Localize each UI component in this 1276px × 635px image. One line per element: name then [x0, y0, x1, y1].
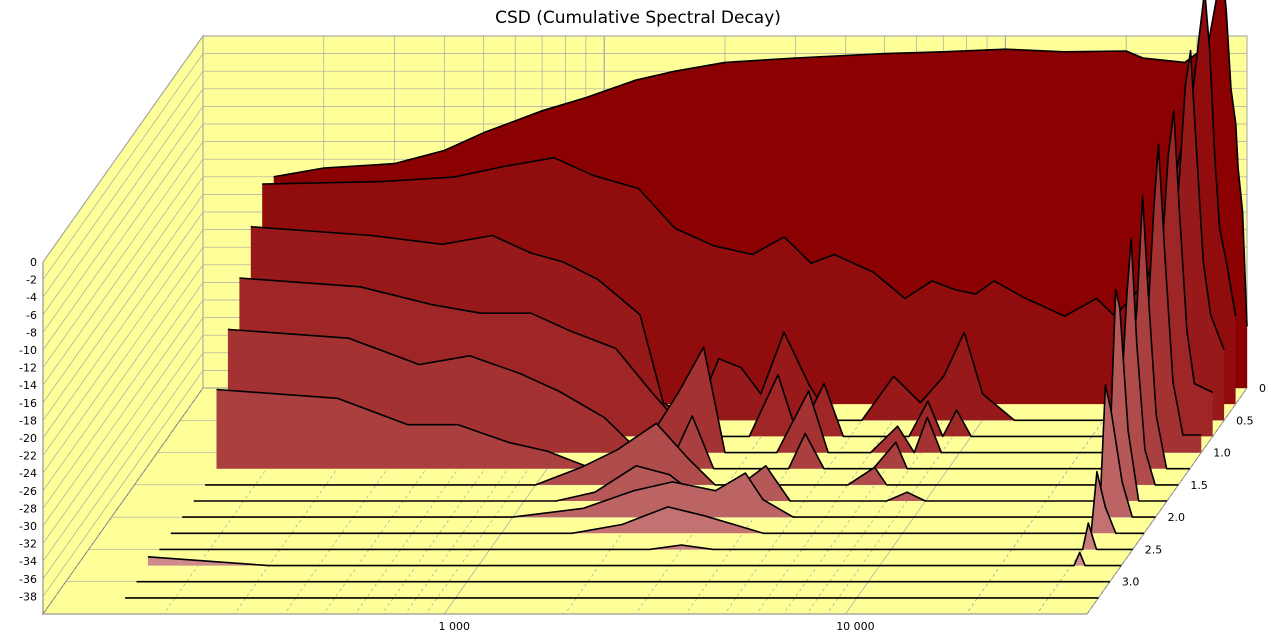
grid-line-y-left	[42, 352, 204, 580]
z-tick-label: 3.0	[1122, 576, 1140, 589]
y-tick-label: -8	[26, 326, 37, 339]
grid-line-y-left	[42, 211, 204, 439]
z-tick-label: 0.5	[1236, 414, 1254, 427]
grid-line-y-left	[42, 299, 204, 527]
chart-title: CSD (Cumulative Spectral Decay)	[495, 8, 781, 28]
y-tick-label: -12	[19, 362, 37, 375]
grid-line-y-left	[42, 141, 204, 368]
y-tick-label: -22	[19, 450, 37, 463]
csd-slice-outline	[159, 522, 1133, 551]
csd-slice-outline	[250, 49, 1225, 422]
z-tick-label: 0	[1259, 382, 1266, 395]
grid-line-y-left	[42, 35, 204, 263]
grid-line-y-left	[42, 246, 204, 474]
x-tick-label: 10 000	[836, 620, 875, 633]
csd-slice-outline	[147, 551, 1122, 567]
y-tick-label: -16	[19, 397, 37, 410]
y-tick-label: -18	[19, 414, 37, 427]
csd-slice	[170, 470, 1145, 535]
y-tick-label: -34	[19, 555, 37, 568]
grid-line-y-left	[42, 176, 204, 404]
grid-line-y-left	[42, 264, 204, 492]
grid-line-y-left	[42, 194, 204, 421]
y-tick-label: -36	[19, 573, 37, 586]
grid-line-y-left	[42, 282, 204, 509]
grid-line-y-left	[42, 334, 204, 562]
csd-slice-fill	[182, 385, 1156, 518]
csd-slice	[193, 288, 1167, 502]
csd-slice-fill	[216, 195, 1190, 469]
csd-slice-outline	[193, 288, 1167, 502]
x-tick-label: 1 000	[438, 620, 470, 633]
y-tick-label: 0	[30, 256, 37, 269]
y-tick-label: -32	[19, 538, 37, 551]
y-tick-label: -26	[19, 485, 37, 498]
y-tick-label: -2	[26, 274, 37, 287]
csd-slice-fill	[227, 144, 1202, 453]
y-tick-label: -28	[19, 502, 37, 515]
y-tick-label: -6	[26, 309, 37, 322]
grid-line-y-left	[42, 70, 204, 298]
grid-line-y-left	[42, 229, 204, 456]
csd-slice-outline	[262, 0, 1237, 317]
grid-line-y-left	[42, 53, 204, 280]
z-tick-label: 2.0	[1168, 511, 1186, 524]
csd-slice-outline	[216, 195, 1190, 470]
y-tick-label: -4	[26, 291, 37, 304]
y-tick-label: -24	[19, 467, 37, 480]
csd-slice-outline	[205, 237, 1179, 486]
z-tick-label: 2.5	[1145, 543, 1163, 556]
csd-slice	[147, 551, 1122, 567]
csd-slice-outline	[227, 143, 1202, 454]
grid-line-y-left	[42, 370, 204, 597]
chart-axes: 0 -2 -4 -6 -8 -10 -12 -14 -16 -18 -20 -22 -24 -26 -28 -…	[19, 256, 1266, 633]
grid-line-y-left	[42, 88, 204, 316]
csd-slice-fill	[170, 471, 1145, 534]
z-tick-label: 1.0	[1213, 447, 1231, 460]
csd-slice	[227, 143, 1202, 454]
csd-slice-outline	[170, 470, 1145, 535]
csd-slice	[182, 384, 1156, 518]
y-tick-label: -38	[19, 590, 37, 603]
grid-line-x-floor	[42, 387, 204, 615]
csd-slice-outline	[273, 0, 1248, 327]
z-tick-label: 1.5	[1190, 479, 1208, 492]
csd-slice-fill	[239, 110, 1213, 437]
grid-line-y-left	[42, 106, 204, 333]
y-tick-label: -14	[19, 379, 37, 392]
chart-slices	[125, 0, 1248, 599]
grid-line-y-left	[42, 123, 204, 351]
y-tick-label: -10	[19, 344, 37, 357]
y-tick-label: -20	[19, 432, 37, 445]
grid-line-y-left	[42, 158, 204, 386]
csd-slice	[216, 195, 1190, 470]
y-tick-label: -30	[19, 520, 37, 533]
csd-slice-outline	[182, 384, 1156, 518]
csd-slice	[159, 522, 1133, 551]
grid-line-y-left	[42, 317, 204, 544]
csd-slice	[205, 237, 1179, 486]
